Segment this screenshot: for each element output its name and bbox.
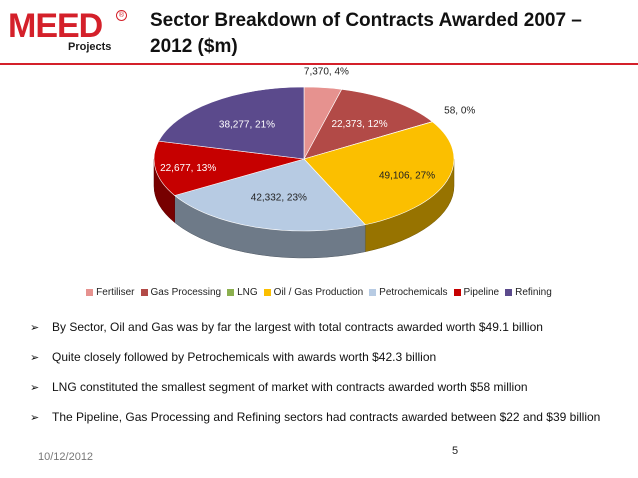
legend-item-gas-processing: Gas Processing — [140, 287, 222, 298]
chart-legend: Fertiliser Gas Processing LNG Oil / Gas Pro… — [0, 287, 638, 298]
arrow-bullet-icon: ➢ — [30, 411, 40, 424]
data-label-pipeline: 22,677, 13% — [160, 163, 216, 174]
bullet-text: Quite closely followed by Petrochemicals… — [52, 350, 437, 364]
slide-date: 10/12/2012 — [38, 451, 94, 463]
legend-swatch — [505, 289, 513, 296]
legend-item-lng: LNG — [227, 287, 258, 298]
data-label-refining: 38,277, 21% — [219, 120, 275, 131]
pie-slice-petrochemicals — [174, 158, 366, 232]
legend-swatch — [227, 289, 235, 296]
title-divider — [0, 63, 638, 65]
logo-word: MEED — [8, 7, 103, 45]
data-label-fertiliser: 7,370, 4% — [304, 67, 349, 78]
data-label-oil-gas-production: 49,106, 27% — [379, 171, 435, 182]
legend-label: Oil / Gas Production — [273, 287, 364, 298]
legend-swatch — [86, 289, 94, 296]
arrow-bullet-icon: ➢ — [30, 321, 40, 334]
pie-slice-pipeline — [153, 140, 305, 196]
bullet-text: LNG constituted the smallest segment of … — [52, 380, 528, 394]
data-label-lng: 58, 0% — [444, 105, 475, 116]
meed-logo: MEED ® Projects — [8, 6, 130, 58]
data-label-gas-processing: 22,373, 12% — [331, 119, 387, 130]
legend-label: Pipeline — [463, 287, 500, 298]
bullet-item: ➢ The Pipeline, Gas Processing and Refini… — [30, 402, 630, 432]
page-number: 5 — [452, 445, 459, 457]
legend-label: Petrochemicals — [379, 287, 448, 298]
pie-chart: 7,370, 4% 22,373, 12% 58, 0% 49,106, 27% 42,… — [153, 67, 475, 259]
logo-subtitle: Projects — [68, 41, 112, 53]
legend-item-pipeline: Pipeline — [453, 287, 500, 298]
pie-slice-gas-processing — [303, 88, 433, 160]
bullet-text: By Sector, Oil and Gas was by far the la… — [52, 320, 543, 334]
bullet-text: The Pipeline, Gas Processing and Refinin… — [52, 410, 601, 424]
legend-swatch — [263, 289, 271, 296]
legend-label: Fertiliser — [96, 287, 135, 298]
legend-item-fertiliser: Fertiliser — [86, 287, 135, 298]
legend-label: Gas Processing — [150, 287, 222, 298]
bullet-item: ➢ Quite closely followed by Petrochemical… — [30, 342, 630, 372]
arrow-bullet-icon: ➢ — [30, 381, 40, 394]
registered-mark: ® — [116, 10, 127, 21]
legend-item-oil-gas-production: Oil / Gas Production — [263, 287, 364, 298]
pie-slice-refining — [158, 86, 305, 160]
legend-swatch — [453, 289, 461, 296]
legend-swatch — [140, 289, 148, 296]
slide-title: Sector Breakdown of Contracts Awarded 20… — [150, 10, 582, 57]
legend-label: LNG — [237, 287, 258, 298]
legend-label: Refining — [515, 287, 552, 298]
legend-swatch — [369, 289, 377, 296]
bullet-item: ➢ LNG constituted the smallest segment of… — [30, 372, 630, 402]
bullet-item: ➢ By Sector, Oil and Gas was by far the l… — [30, 312, 630, 342]
bullet-list: ➢ By Sector, Oil and Gas was by far the l… — [30, 312, 630, 432]
data-label-petrochemicals: 42,332, 23% — [251, 193, 307, 204]
arrow-bullet-icon: ➢ — [30, 351, 40, 364]
legend-item-petrochemicals: Petrochemicals — [369, 287, 448, 298]
legend-item-refining: Refining — [505, 287, 552, 298]
